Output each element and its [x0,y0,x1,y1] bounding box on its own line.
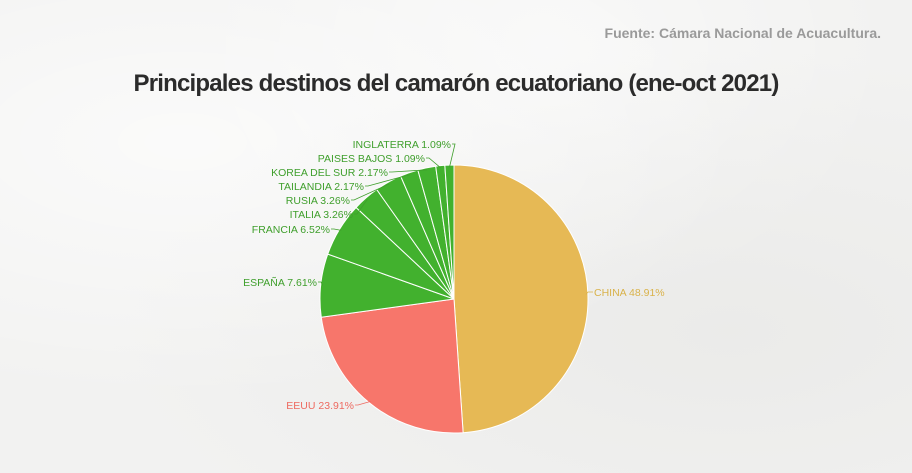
pie-label-italia: ITALIA 3.26% [290,209,353,221]
leader-line-italia [354,199,368,215]
leader-line-china [585,291,593,295]
pie-label-tailandia: TAILANDIA 2.17% [278,181,364,193]
pie-label-china: CHINA 48.91% [594,287,665,299]
pie-label-inglaterra: INGLATERRA 1.09% [353,139,451,151]
pie-slice-eeuu [320,298,464,434]
leader-line-paises-bajos [426,157,441,169]
pie-slice-inglaterra [444,164,455,300]
pie-label-paises-bajos: PAISES BAJOS 1.09% [318,153,425,165]
pie-labels: CHINA 48.91% EEUU 23.91% ESPAÑA 7.61% FRANC… [243,139,665,412]
leader-line-rusia [351,183,390,201]
chart-title: Principales destinos del camarón ecuator… [133,70,779,97]
pie-slices [319,164,589,434]
pie-label-francia: FRANCIA 6.52% [252,224,330,236]
pie-leader-lines [318,143,593,406]
leader-line-korea-del-sur [389,169,428,173]
leader-line-inglaterra [449,143,456,168]
leader-line-tailandia [365,174,410,187]
source-note: Fuente: Cámara Nacional de Acuacultura. [604,25,881,41]
leader-line-eeuu [355,401,371,406]
pie-slice-china [453,164,589,434]
pie-label-korea-del-sur: KOREA DEL SUR 2.17% [271,167,388,179]
pie-label-eeuu: EEUU 23.91% [286,400,354,412]
pie-label-espana: ESPAÑA 7.61% [243,276,317,289]
pie-label-rusia: RUSIA 3.26% [286,195,350,207]
leader-line-espana [318,281,324,286]
leader-line-francia [331,228,342,231]
